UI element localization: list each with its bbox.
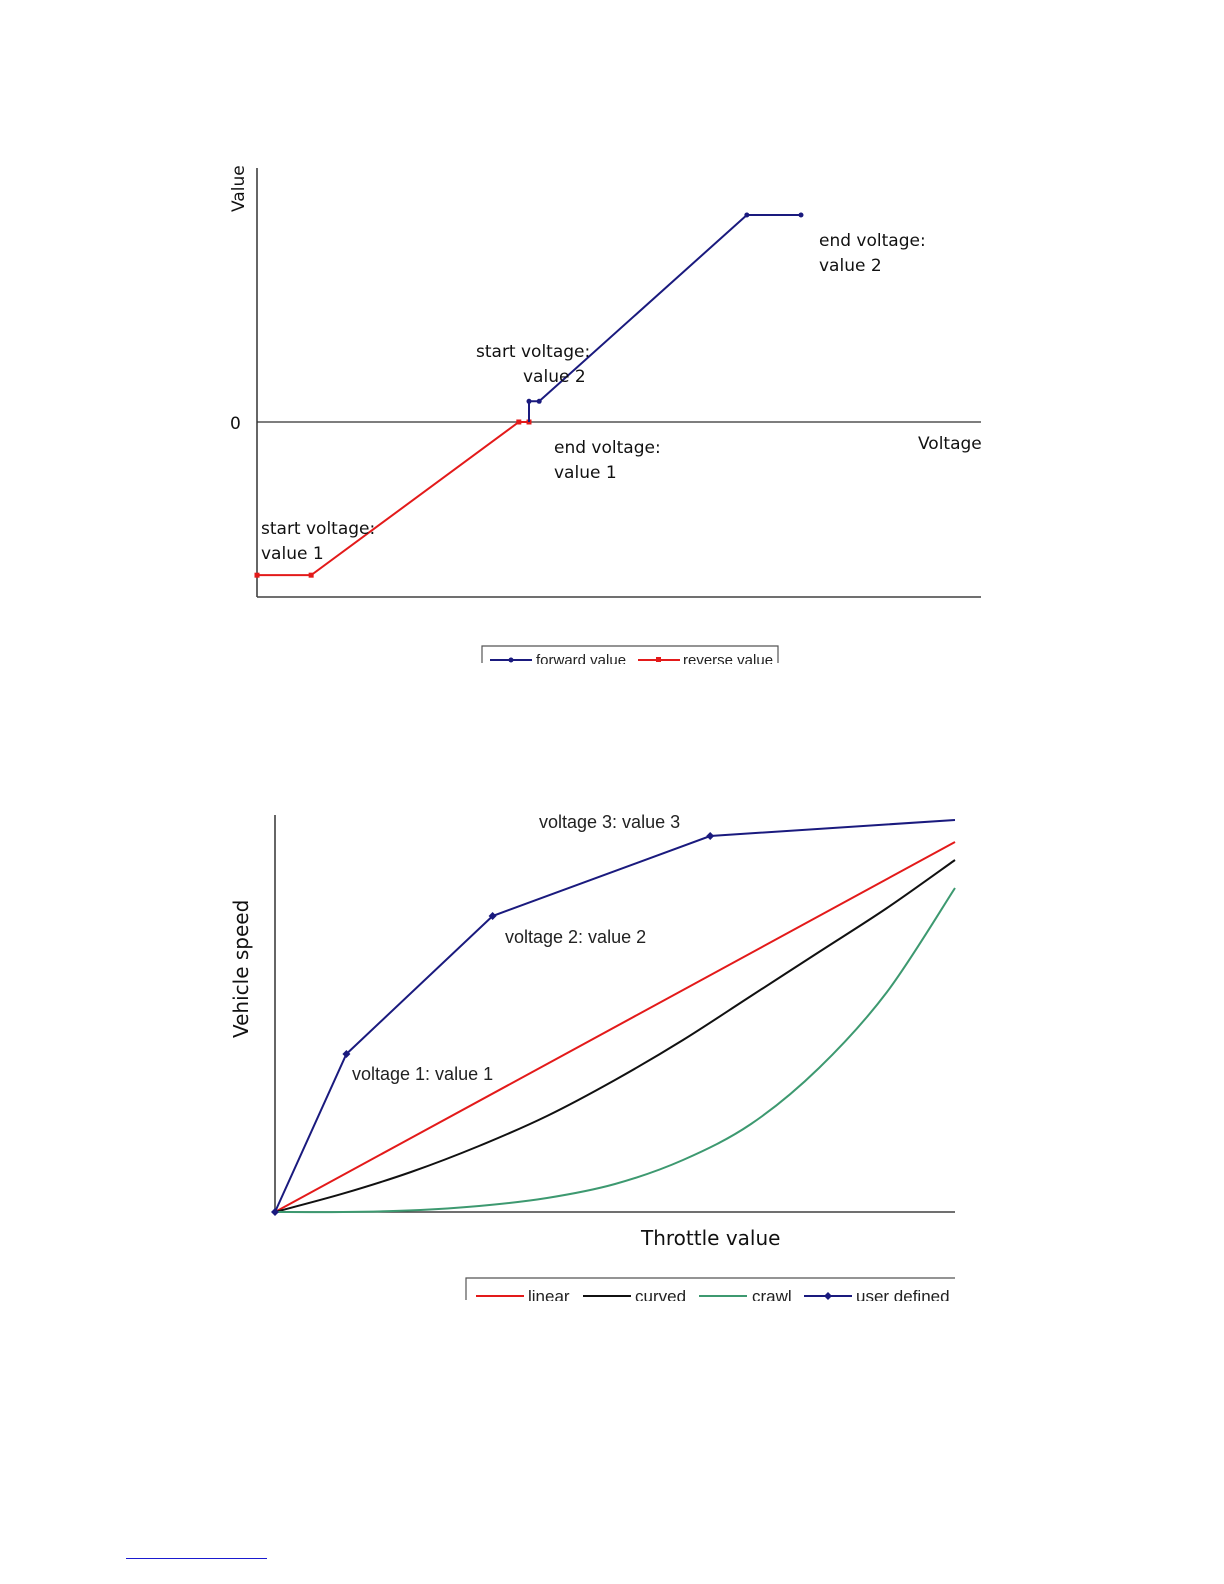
- annotation-voltage-3: voltage 3: value 3: [539, 812, 680, 832]
- data-point-reverse-value: [516, 419, 522, 425]
- legend-frame: [465, 1277, 955, 1300]
- series-line-linear: [274, 841, 956, 1213]
- data-point-reverse-value: [308, 572, 314, 578]
- annotation-end-voltage-2: end voltage:: [819, 231, 926, 251]
- y-tick-label-0: 0: [230, 414, 241, 434]
- legend-marker-user-defined: [824, 1292, 832, 1300]
- footnote-rule: [126, 1558, 267, 1559]
- y-axis-label: Value: [229, 165, 249, 212]
- data-point-forward-value: [798, 212, 804, 218]
- annotation-line: end voltage:: [554, 438, 661, 458]
- data-point-user-defined: [706, 832, 715, 840]
- y-axis-label: Vehicle speed: [229, 900, 253, 1038]
- annotation-end-voltage-2-value: value 2: [819, 256, 882, 276]
- legend-marker-reverse: [656, 657, 661, 662]
- annotation-line: value 2: [523, 367, 586, 387]
- data-point-user-defined: [271, 1208, 279, 1216]
- series-line-crawl: [274, 887, 956, 1214]
- series-group: [254, 212, 804, 578]
- annotation-line: start voltage:: [261, 519, 375, 539]
- annotation-line: value 1: [261, 544, 324, 564]
- legend-clip-mask: [455, 1301, 975, 1319]
- annotation-start-voltage-2: start voltage:: [476, 342, 590, 362]
- data-point-forward-value: [536, 398, 542, 404]
- series-line-user-defined: [274, 819, 956, 1213]
- data-point-user-defined: [488, 912, 497, 920]
- annotation-voltage-2: voltage 2: value 2: [505, 927, 646, 947]
- legend-marker-forward: [508, 657, 514, 663]
- legend-clip-mask: [470, 664, 800, 678]
- legend-frame: [481, 645, 779, 663]
- data-point-reverse-value: [254, 572, 260, 578]
- series-line-curved: [274, 859, 956, 1213]
- x-axis-label: Throttle value: [640, 1226, 780, 1250]
- annotation-start-voltage-2-value: value 2: [523, 367, 586, 387]
- throttle-speed-chart: Vehicle speed Throttle value voltage 1: …: [229, 812, 975, 1319]
- annotation-end-voltage-1-value: value 1: [554, 463, 617, 483]
- annotation-line: start voltage:: [476, 342, 590, 362]
- data-point-forward-value: [526, 398, 532, 404]
- annotation-line: value 2: [819, 256, 882, 276]
- annotation-line: end voltage:: [819, 231, 926, 251]
- data-point-user-defined: [342, 1050, 351, 1058]
- annotation-start-voltage-1-value: value 1: [261, 544, 324, 564]
- data-point-forward-value: [744, 212, 750, 218]
- annotation-start-voltage-1: start voltage:: [261, 519, 375, 539]
- annotation-end-voltage-1: end voltage:: [554, 438, 661, 458]
- annotation-voltage-1: voltage 1: value 1: [352, 1064, 493, 1084]
- voltage-value-chart: Value Voltage 0 start voltage: value 1 e…: [229, 165, 982, 678]
- x-axis-label: Voltage: [918, 434, 982, 454]
- annotation-line: value 1: [554, 463, 617, 483]
- series-group: [271, 819, 956, 1216]
- series-line-forward-value: [528, 214, 801, 403]
- series-line-reverse-value: [257, 421, 529, 577]
